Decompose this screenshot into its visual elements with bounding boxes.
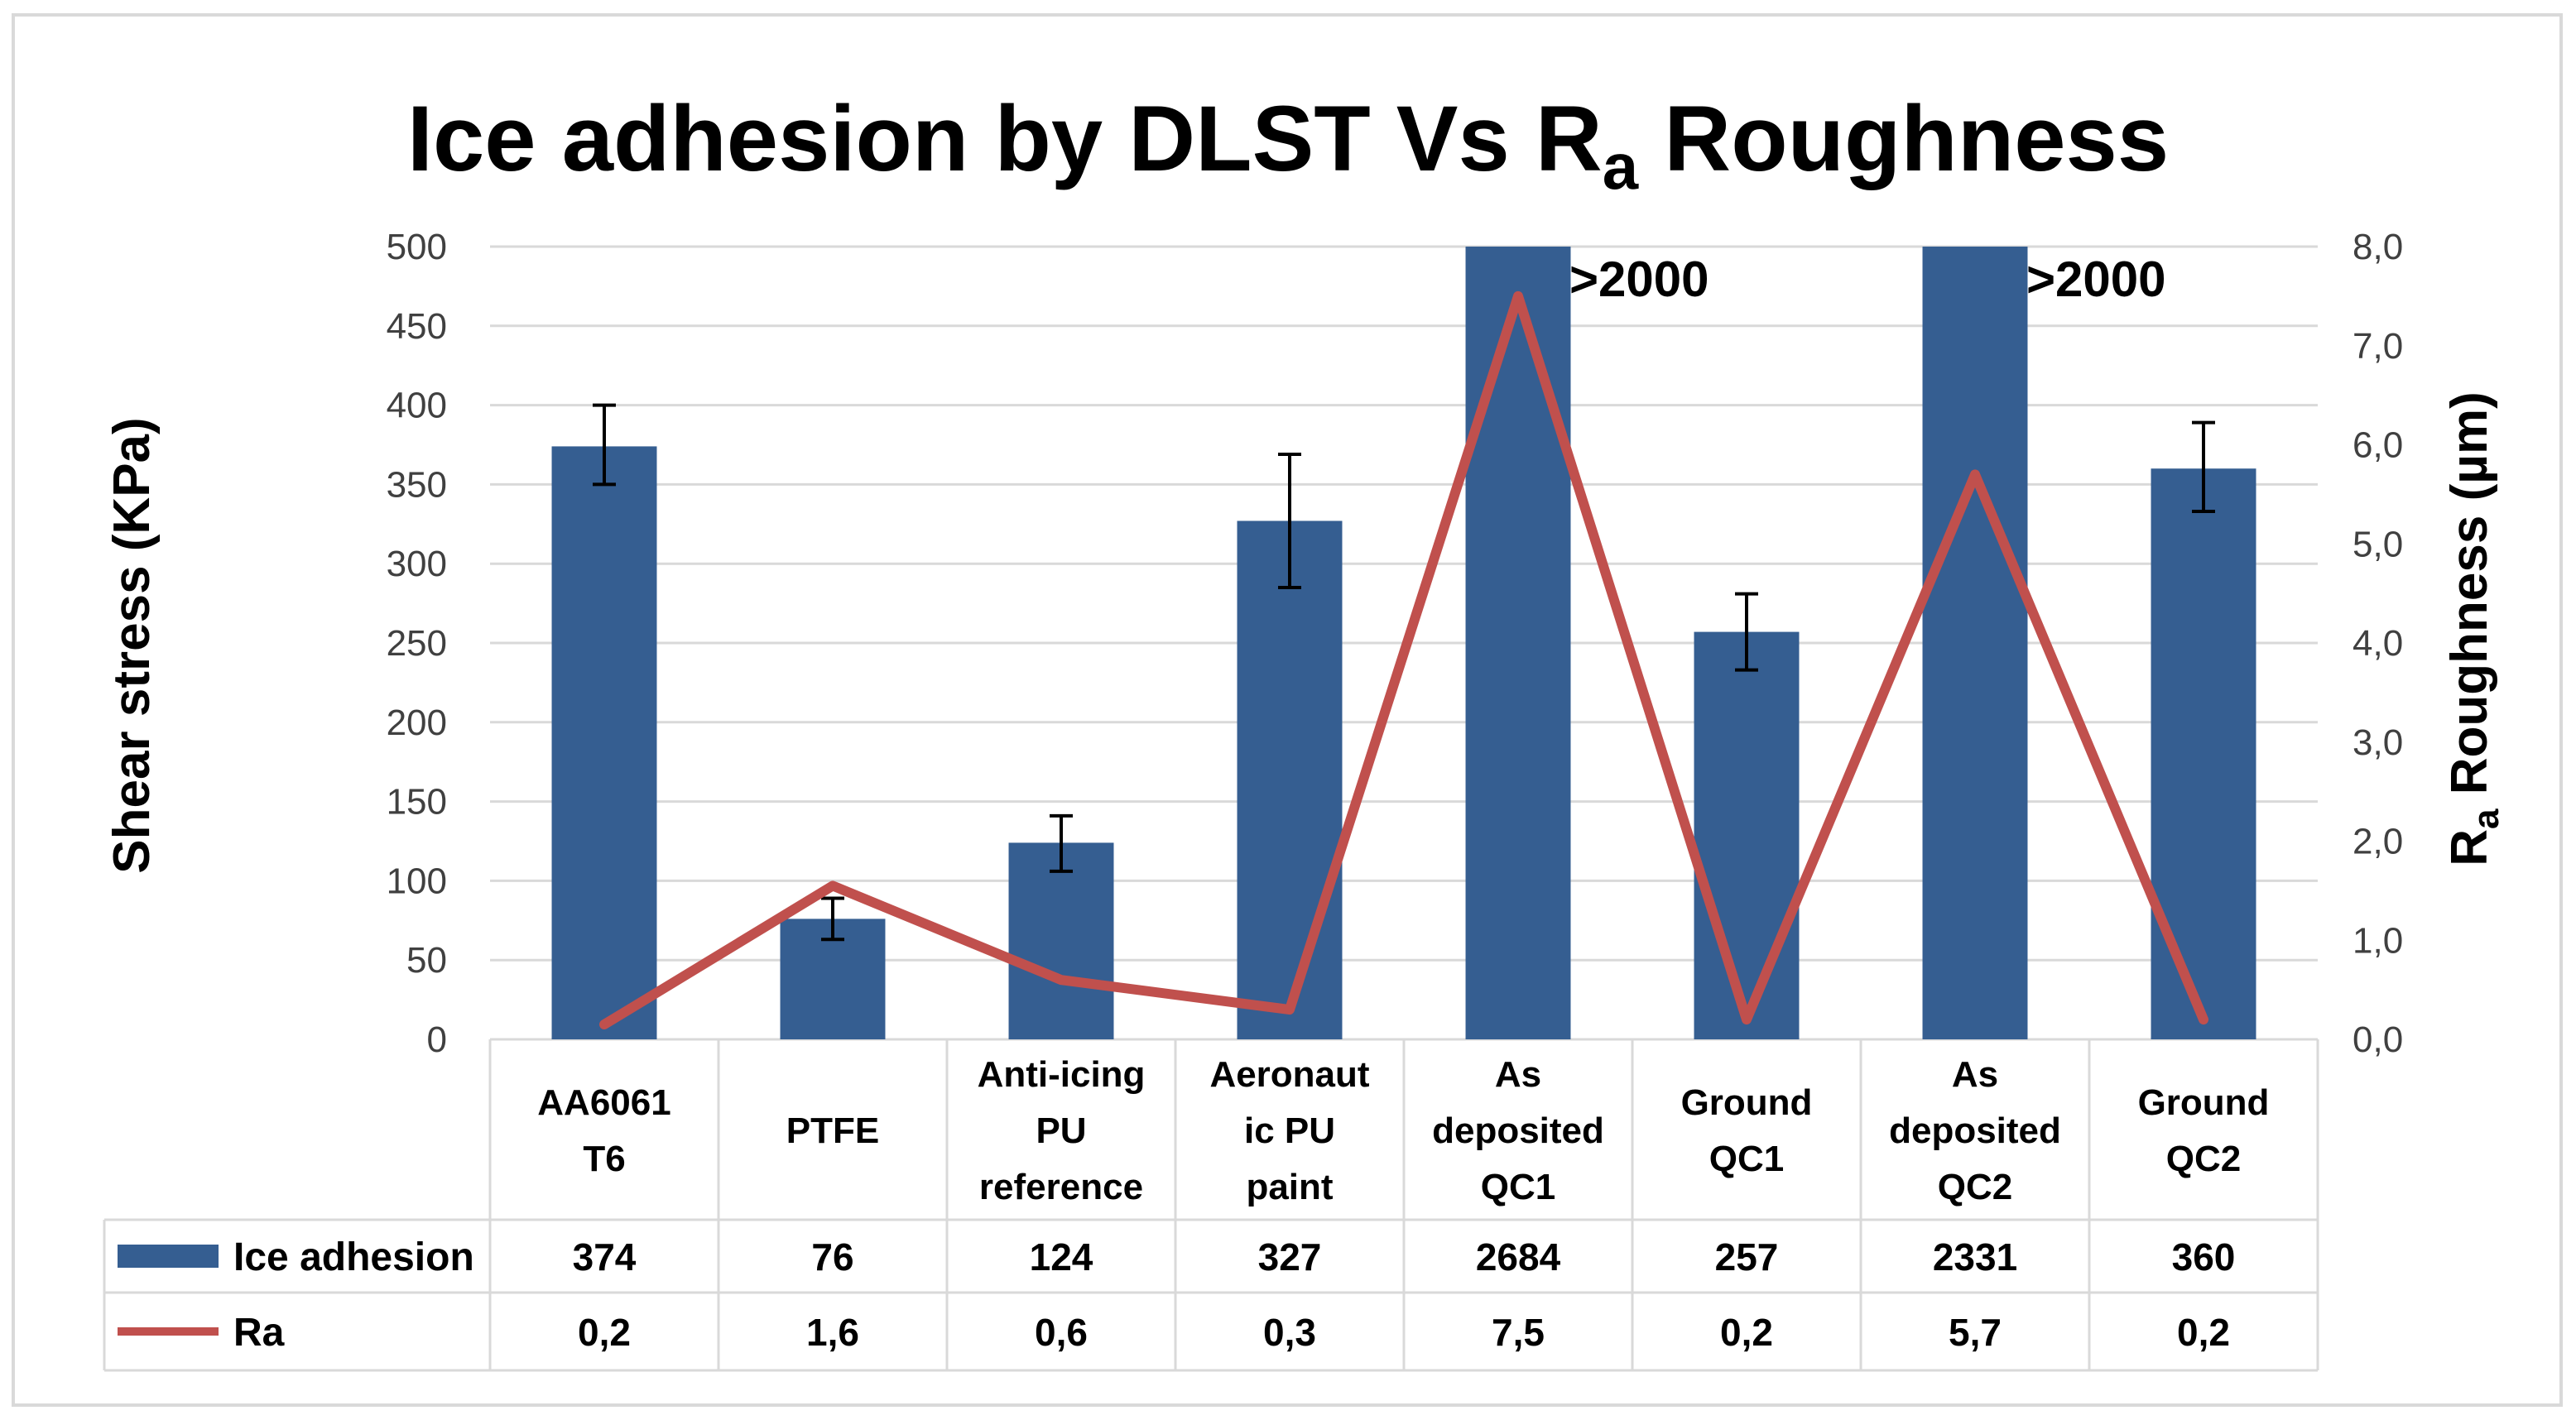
bars	[551, 247, 2256, 1039]
ra-series-line	[599, 290, 2208, 1030]
left-axis-ticks: 0 50 100 150 200 250 300 350 400 450 500	[387, 227, 447, 1060]
category-label: QC1	[1481, 1167, 1555, 1207]
bar	[1694, 631, 1800, 1039]
y2-tick-label: 2,0	[2353, 822, 2403, 862]
category-label: Ground	[1681, 1082, 1813, 1123]
error-bars	[593, 403, 2215, 942]
category-label: PU	[1036, 1111, 1086, 1151]
annotation-label: >2000	[1569, 252, 1709, 307]
table-cell: 5,7	[1949, 1311, 2002, 1354]
category-label: Anti-icing	[978, 1054, 1146, 1095]
table-cell: 0,3	[1263, 1311, 1316, 1354]
category-label: QC1	[1709, 1139, 1784, 1179]
category-label: deposited	[1432, 1111, 1604, 1151]
y-tick-label: 500	[387, 227, 447, 267]
table-cell: 1,6	[806, 1311, 859, 1354]
table-cell: 7,5	[1492, 1311, 1545, 1354]
category-label: As	[1952, 1054, 1998, 1095]
table-cell: 0,2	[578, 1311, 631, 1354]
y2-tick-label: 3,0	[2353, 722, 2403, 763]
annotation-label: >2000	[2026, 252, 2166, 307]
category-label: AA6061	[537, 1082, 670, 1123]
table-cell: 124	[1030, 1235, 1093, 1278]
y-tick-label: 250	[387, 623, 447, 664]
chart-title-main: Ice adhesion by DLST Vs R	[407, 87, 1603, 190]
y2-tick-label: 1,0	[2353, 920, 2403, 961]
y2-axis-title-suffix: Roughness (µm)	[2441, 391, 2498, 808]
chart-title: Ice adhesion by DLST Vs Ra Roughness	[407, 87, 2169, 203]
category-label: ic PU	[1244, 1111, 1335, 1151]
y-tick-label: 350	[387, 464, 447, 505]
y-tick-label: 300	[387, 544, 447, 584]
bar	[1465, 247, 1571, 1039]
legend-swatch-ice-adhesion	[118, 1245, 219, 1268]
y-tick-label: 0	[427, 1019, 447, 1060]
right-axis-ticks: 0,0 1,0 2,0 3,0 4,0 5,0 6,0 7,0 8,0	[2353, 227, 2403, 1060]
bar	[551, 446, 657, 1039]
category-label: QC2	[1938, 1167, 2012, 1207]
y-tick-label: 50	[406, 940, 447, 981]
y2-tick-label: 6,0	[2353, 425, 2403, 466]
bar	[1922, 247, 2028, 1039]
bar	[1237, 521, 1343, 1039]
bar	[1008, 842, 1114, 1039]
y-tick-label: 150	[387, 782, 447, 823]
y-tick-label: 450	[387, 306, 447, 347]
category-label: deposited	[1889, 1111, 2061, 1151]
legend-label: Ra	[233, 1311, 285, 1355]
chart-title-suffix: Roughness	[1638, 87, 2169, 190]
table-cell: 360	[2172, 1235, 2236, 1278]
category-label: QC2	[2166, 1139, 2241, 1179]
y2-axis-title-sub: a	[2466, 808, 2506, 829]
y2-tick-label: 5,0	[2353, 524, 2403, 564]
category-label: T6	[583, 1139, 625, 1179]
table-cell: 0,2	[1720, 1311, 1773, 1354]
category-label: paint	[1246, 1167, 1333, 1207]
table-cell: 0,2	[2177, 1311, 2230, 1354]
y2-axis-title: Ra Roughness (µm)	[2441, 391, 2506, 866]
y2-tick-label: 7,0	[2353, 326, 2403, 367]
category-label: PTFE	[786, 1111, 879, 1151]
category-label: Aeronaut	[1209, 1054, 1369, 1095]
legend-label: Ice adhesion	[233, 1235, 474, 1279]
category-label: As	[1495, 1054, 1541, 1095]
table-cell: 327	[1258, 1235, 1322, 1278]
y2-tick-label: 0,0	[2353, 1019, 2403, 1060]
table-cell: 76	[811, 1235, 853, 1278]
y2-axis-title-prefix: R	[2441, 829, 2498, 866]
data-table: AA6061 T6 PTFE Anti-icing PU reference Aeronau…	[103, 1039, 2319, 1372]
table-cell: 257	[1715, 1235, 1779, 1278]
y2-tick-label: 8,0	[2353, 227, 2403, 267]
y-axis-title: Shear stress (KPa)	[103, 417, 161, 873]
annotations: >2000 >2000	[1569, 252, 2166, 307]
y2-tick-label: 4,0	[2353, 623, 2403, 664]
table-cell: 374	[573, 1235, 637, 1278]
bar	[2151, 468, 2256, 1039]
table-cell: 0,6	[1035, 1311, 1088, 1354]
ra-line	[599, 290, 2208, 1030]
y-tick-label: 200	[387, 703, 447, 743]
y-tick-label: 100	[387, 861, 447, 901]
category-label: Ground	[2138, 1082, 2270, 1123]
table-cell: 2684	[1476, 1235, 1561, 1278]
table-cell: 2331	[1933, 1235, 2017, 1278]
category-label: reference	[979, 1167, 1143, 1207]
chart-title-sub: a	[1603, 130, 1639, 203]
y-tick-label: 400	[387, 386, 447, 426]
